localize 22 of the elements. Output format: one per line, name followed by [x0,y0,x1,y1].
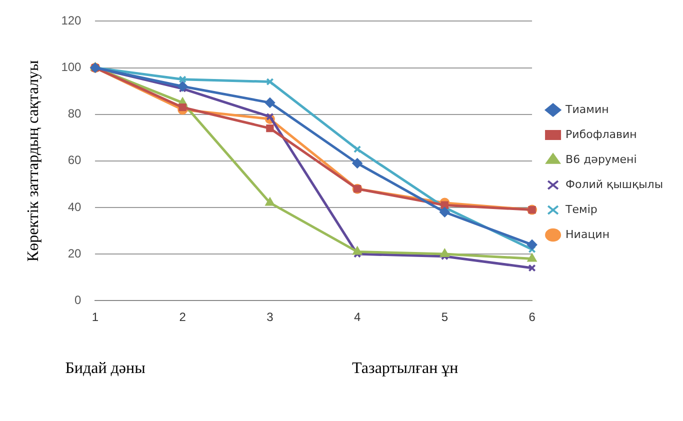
y-tick-label: 100 [61,60,82,74]
legend-label: Тиамин [564,102,609,116]
text: Тазартылған ұн [352,360,458,378]
y-tick-label: 40 [68,200,82,214]
legend-label: Рибофлавин [566,128,637,141]
x-tick-label: 5 [441,310,448,324]
legend-label: Фолий қышқылы [566,178,664,191]
y-axis-title: Көректік заттардың сақталуы [24,60,42,262]
x-tick-label: 2 [179,310,186,324]
y-tick-label: 20 [68,246,82,260]
x-tick-label: 3 [266,310,274,324]
legend-label: Темір [564,202,598,216]
y-tick-label: 60 [68,153,82,168]
text: Бидай дәны [65,360,146,378]
y-tick-label: 0 [74,292,82,307]
x-tick-label: 4 [354,310,361,324]
y-tick-label: 80 [68,106,82,121]
x-tick-label: 6 [528,310,536,324]
x-tick-label: 1 [92,310,99,324]
y-tick-label: 120 [61,14,82,28]
legend-label: Ниацин [566,228,610,241]
legend-label: В6 дәрумені [566,152,637,166]
